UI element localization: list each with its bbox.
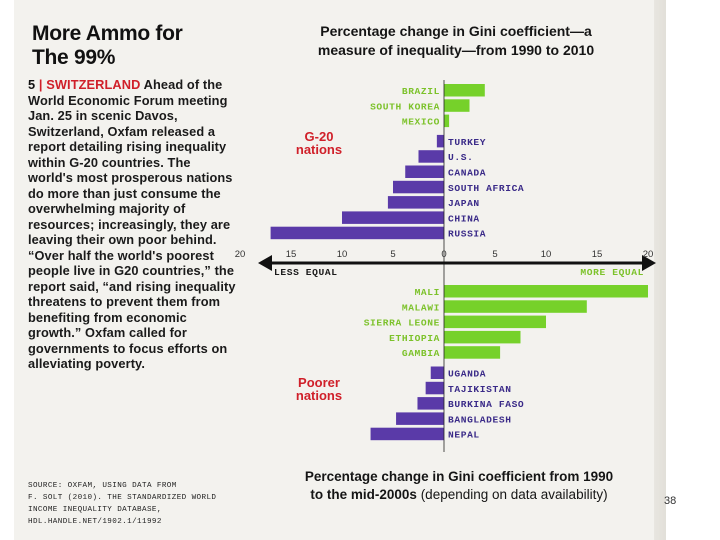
axis-tick-label: 15 (592, 249, 603, 260)
country-label: GAMBIA (402, 348, 440, 359)
country-label: SOUTH KOREA (370, 101, 440, 112)
bar-mexico (444, 114, 450, 128)
country-label: CANADA (448, 168, 486, 179)
axis-tick-label: 15 (286, 249, 297, 260)
axis-tick-label: 20 (643, 249, 654, 260)
axis-tick-label: 5 (390, 249, 395, 260)
bar-uganda (430, 366, 444, 379)
bar-turkey (436, 134, 444, 148)
chart-title-line-1: Percentage change in Gini coefficient—a (320, 23, 592, 39)
chart-title-line-2: measure of inequality—from 1990 to 2010 (317, 42, 595, 58)
group-label-line-2: nations (296, 388, 342, 403)
country-label: BURKINA FASO (448, 399, 524, 410)
bar-burkina-faso (417, 397, 444, 410)
source-line-3: INCOME INEQUALITY DATABASE, (28, 506, 162, 514)
bar-south-africa (393, 180, 444, 194)
country-label: TURKEY (448, 137, 486, 148)
article-body-text: Ahead of the World Economic Forum meetin… (28, 77, 236, 371)
bar-u-s- (418, 150, 444, 163)
source-line-2: F. SOLT (2010). THE STANDARDIZED WORLD (28, 494, 217, 502)
bar-south-korea (444, 99, 470, 112)
country-label: MALI (415, 287, 440, 298)
chart-subtitle-line-1: Percentage change in Gini coefficient fr… (304, 469, 614, 484)
bar-bangladesh (396, 412, 444, 425)
item-separator: | (38, 77, 43, 92)
country-label: CHINA (448, 213, 480, 224)
chart-subtitle: Percentage change in Gini coefficient fr… (284, 468, 634, 504)
axis-label-more-equal: MORE EQUAL (580, 267, 644, 278)
group-label-line-1: G-20 (305, 129, 334, 144)
article-headline: More Ammo for The 99% (32, 22, 183, 70)
bar-mali (444, 285, 648, 298)
bar-nepal (370, 427, 444, 441)
bar-canada (405, 165, 444, 178)
headline-line-1: More Ammo for (32, 22, 183, 45)
country-label: RUSSIA (448, 229, 486, 240)
bar-tajikistan (425, 381, 444, 395)
bar-malawi (444, 300, 587, 313)
country-label: MEXICO (402, 117, 440, 128)
bar-brazil (444, 84, 485, 97)
bar-gambia (444, 346, 501, 359)
country-label: MALAWI (402, 302, 440, 313)
bar-ethiopia (444, 330, 521, 344)
group-label-line-1: Poorer (298, 375, 340, 390)
source-line-1: SOURCE: OXFAM, USING DATA FROM (28, 482, 177, 490)
chart-subtitle-bold: to the mid-2000s (310, 487, 417, 502)
country-label: UGANDA (448, 369, 486, 380)
bar-china (342, 211, 444, 224)
chart-title: Percentage change in Gini coefficient—a … (306, 22, 606, 60)
headline-line-2: The 99% (32, 46, 116, 69)
chart-subtitle-rest: (depending on data availability) (416, 487, 608, 502)
axis-arrow-left (258, 255, 272, 271)
source-line-4: HDL.HANDLE.NET/1902.1/11992 (28, 518, 162, 526)
country-label: BRAZIL (402, 86, 440, 97)
bar-russia (270, 226, 444, 240)
country-label: BANGLADESH (448, 414, 512, 425)
source-citation: SOURCE: OXFAM, USING DATA FROM F. SOLT (… (28, 480, 238, 528)
axis-tick-label: 10 (541, 249, 552, 260)
country-label: ETHIOPIA (389, 333, 440, 344)
group-label-line-2: nations (296, 142, 342, 157)
axis-tick-label: 5 (492, 249, 497, 260)
slide-page-number: 38 (664, 495, 677, 507)
axis-arrow-right (642, 255, 656, 271)
country-label: SOUTH AFRICA (448, 183, 524, 194)
magazine-scan: More Ammo for The 99% 5 | SWITZERLAND Ah… (14, 0, 666, 540)
axis-tick-label: 0 (441, 249, 446, 260)
bar-japan (387, 196, 444, 209)
axis-label-less-equal: LESS EQUAL (274, 267, 338, 278)
country-label: TAJIKISTAN (448, 384, 512, 395)
country-label: JAPAN (448, 198, 480, 209)
axis-tick-label: 20 (235, 249, 246, 260)
chart-subtitle-line-2: to the mid-2000s (depending on data avai… (284, 486, 634, 504)
adjacent-page-edge (654, 0, 666, 540)
country-label: U.S. (448, 152, 473, 163)
country-label: NEPAL (448, 430, 480, 441)
bar-sierra-leone (444, 315, 546, 329)
article-body: 5 | SWITZERLAND Ahead of the World Econo… (28, 77, 236, 372)
dateline-location: SWITZERLAND (46, 77, 141, 92)
country-label: SIERRA LEONE (364, 318, 440, 329)
axis-tick-label: 10 (337, 249, 348, 260)
item-number: 5 (28, 77, 36, 92)
